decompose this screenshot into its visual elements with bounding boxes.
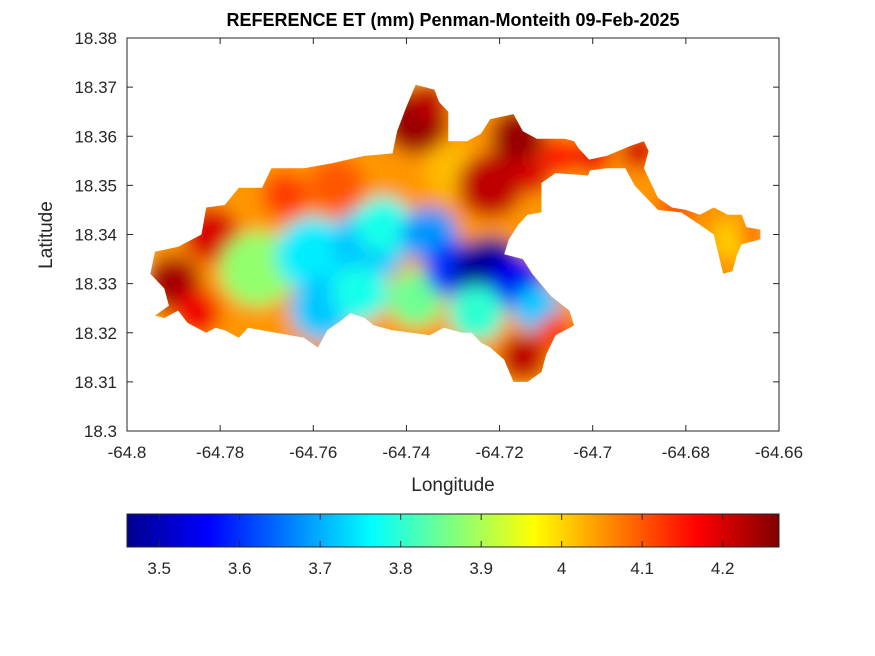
colorbar-tick-label: 3.7 — [308, 559, 332, 578]
et-cell — [457, 152, 523, 218]
colorbar-tick-label: 3.5 — [147, 559, 171, 578]
x-tick-label: -64.7 — [573, 443, 612, 462]
et-cell — [262, 171, 309, 219]
y-tick-label: 18.38 — [74, 29, 117, 48]
et-cell — [411, 84, 449, 121]
y-tick-label: 18.35 — [74, 176, 117, 195]
x-axis-label: Longitude — [411, 475, 494, 496]
colorbar-tick-label: 3.9 — [469, 559, 493, 578]
et-map — [150, 84, 761, 382]
et-cell — [355, 196, 411, 253]
et-cell — [620, 132, 658, 170]
et-cell — [448, 285, 505, 341]
y-tick-label: 18.31 — [74, 373, 117, 392]
colorbar-tick-label: 4 — [557, 559, 566, 578]
colorbar-tick-label: 4.1 — [630, 559, 654, 578]
x-tick-label: -64.76 — [289, 443, 337, 462]
et-cell — [332, 265, 388, 322]
x-tick-label: -64.72 — [475, 443, 523, 462]
et-base — [150, 84, 761, 382]
y-axis-label: Latitude — [36, 201, 57, 269]
et-cell — [499, 334, 547, 381]
x-axis: -64.8 -64.78 -64.76 -64.74 -64.72 -64.7 -64.68… — [108, 38, 803, 462]
y-tick-label: 18.33 — [74, 275, 117, 294]
y-tick-label: 18.37 — [74, 78, 117, 97]
et-cell — [276, 216, 351, 292]
et-cell — [220, 231, 295, 307]
y-tick-label: 18.36 — [74, 127, 117, 146]
et-cell — [574, 137, 612, 175]
x-tick-label: -64.66 — [755, 443, 803, 462]
y-axis: 18.3 18.31 18.32 18.33 18.34 18.35 18.36 18.37 1… — [74, 29, 779, 441]
et-cell — [308, 157, 365, 214]
colorbar: 3.5 3.6 3.7 3.8 3.9 4 4.1 4.2 — [126, 513, 780, 578]
colorbar-gradient — [126, 513, 780, 548]
x-tick-label: -64.68 — [662, 443, 710, 462]
colorbar-tick-label: 4.2 — [711, 559, 735, 578]
colorbar-tick-label: 3.6 — [228, 559, 252, 578]
y-tick-label: 18.34 — [74, 226, 117, 245]
et-cell — [536, 314, 575, 352]
et-cell — [737, 220, 761, 249]
et-field — [150, 84, 761, 382]
et-cell — [490, 108, 547, 165]
et-cell — [657, 191, 696, 229]
y-tick-label: 18.32 — [74, 324, 117, 343]
colorbar-ticks: 3.5 3.6 3.7 3.8 3.9 4 4.1 4.2 — [147, 514, 734, 578]
et-cell — [173, 289, 221, 337]
x-tick-label: -64.78 — [196, 443, 244, 462]
x-tick-label: -64.74 — [382, 443, 430, 462]
y-tick-label: 18.3 — [84, 422, 117, 441]
x-tick-label: -64.8 — [108, 443, 147, 462]
chart-title: REFERENCE ET (mm) Penman-Monteith 09-Feb… — [226, 10, 679, 30]
et-cell — [541, 137, 579, 175]
et-cell — [387, 270, 444, 327]
colorbar-tick-label: 3.8 — [389, 559, 413, 578]
